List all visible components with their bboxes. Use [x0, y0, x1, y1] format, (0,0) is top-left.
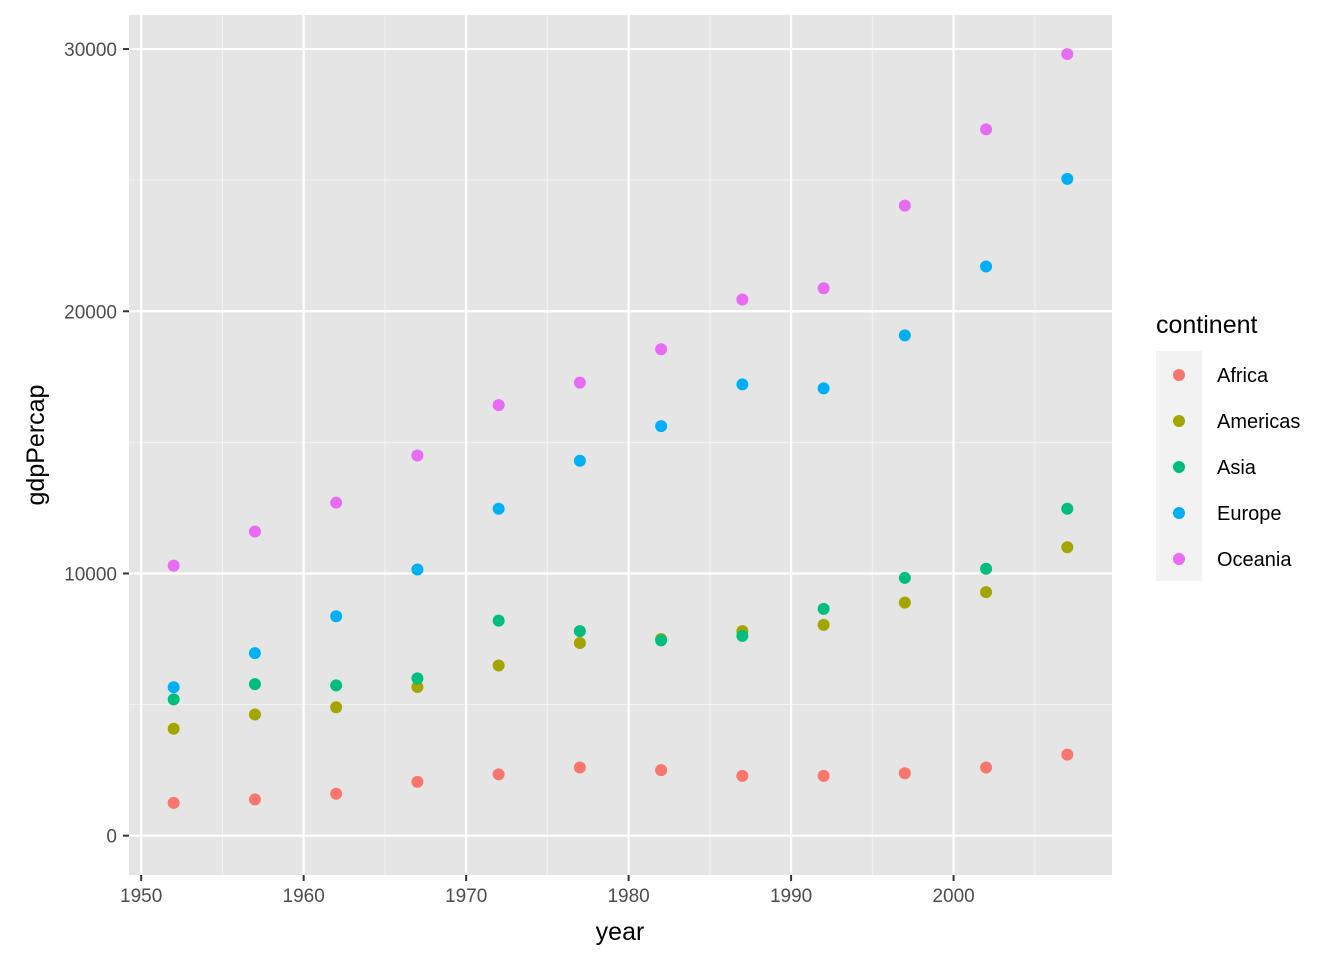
point-africa [492, 768, 505, 781]
x-axis: 1950 1960 1970 1980 1990 2000 [120, 875, 975, 907]
point-americas [573, 636, 586, 649]
legend-key-europe [1173, 507, 1185, 519]
legend-label-africa: Africa [1217, 365, 1269, 387]
point-africa [411, 775, 424, 788]
point-oceania [330, 496, 343, 509]
point-africa [573, 761, 586, 774]
point-asia [492, 614, 505, 627]
legend: continent Africa Americas Asia Europe Oceani… [1156, 311, 1300, 581]
point-europe [573, 454, 586, 467]
point-asia [330, 679, 343, 692]
point-asia [980, 562, 993, 575]
point-africa [1061, 748, 1074, 761]
y-tick-label: 0 [106, 827, 117, 848]
point-oceania [411, 449, 424, 462]
legend-key-americas [1173, 415, 1185, 427]
point-africa [248, 793, 261, 806]
point-oceania [1061, 48, 1074, 61]
point-europe [655, 420, 668, 433]
point-asia [411, 672, 424, 685]
point-americas [980, 586, 993, 599]
point-europe [980, 260, 993, 273]
legend-items: Africa Americas Asia Europe Oceania [1173, 365, 1300, 571]
legend-label-oceania: Oceania [1217, 549, 1292, 571]
point-americas [411, 681, 424, 694]
point-oceania [736, 293, 749, 306]
point-asia [248, 678, 261, 691]
point-americas [167, 722, 180, 735]
point-europe [898, 329, 911, 342]
point-americas [817, 618, 830, 631]
point-oceania [980, 123, 993, 136]
y-tick-label: 20000 [64, 302, 117, 323]
point-europe [736, 378, 749, 391]
point-europe [330, 610, 343, 623]
legend-label-europe: Europe [1217, 503, 1282, 525]
minor-gridlines [129, 15, 1112, 875]
point-europe [248, 647, 261, 660]
point-africa [655, 764, 668, 777]
point-oceania [167, 559, 180, 572]
point-oceania [492, 399, 505, 412]
panel-background [129, 15, 1112, 875]
y-axis-title: gdpPercap [22, 385, 50, 506]
point-europe [817, 382, 830, 395]
point-americas [330, 701, 343, 714]
point-americas [492, 659, 505, 672]
point-europe [167, 681, 180, 694]
x-tick-label: 1990 [770, 886, 812, 907]
data-points [167, 48, 1074, 809]
point-oceania [898, 199, 911, 212]
point-asia [573, 625, 586, 638]
y-axis: 0 10000 20000 30000 [64, 40, 129, 848]
x-tick-label: 1950 [120, 886, 162, 907]
x-tick-label: 1960 [283, 886, 325, 907]
legend-key-oceania [1173, 553, 1185, 565]
x-tick-label: 1970 [445, 886, 487, 907]
point-europe [492, 502, 505, 515]
point-africa [167, 796, 180, 809]
point-asia [167, 693, 180, 706]
point-oceania [817, 282, 830, 295]
point-africa [330, 787, 343, 800]
legend-label-asia: Asia [1217, 457, 1257, 479]
point-africa [980, 761, 993, 774]
point-oceania [573, 376, 586, 389]
point-asia [898, 571, 911, 584]
y-tick-label: 30000 [64, 40, 117, 61]
legend-label-americas: Americas [1217, 411, 1300, 433]
x-tick-label: 1980 [607, 886, 649, 907]
point-asia [655, 634, 668, 647]
point-europe [1061, 172, 1074, 185]
point-americas [248, 708, 261, 721]
y-tick-label: 10000 [64, 564, 117, 585]
point-asia [1061, 502, 1074, 515]
point-europe [411, 563, 424, 576]
point-africa [736, 769, 749, 782]
point-asia [817, 602, 830, 615]
point-oceania [248, 525, 261, 538]
point-asia [736, 629, 749, 642]
major-gridlines [129, 15, 1112, 875]
point-americas [1061, 541, 1074, 554]
point-africa [898, 767, 911, 780]
point-oceania [655, 343, 668, 356]
point-americas [898, 596, 911, 609]
point-africa [817, 769, 830, 782]
x-tick-label: 2000 [932, 886, 974, 907]
legend-title: continent [1156, 311, 1258, 339]
legend-key-africa [1173, 369, 1185, 381]
x-axis-title: year [596, 918, 645, 946]
legend-key-asia [1173, 461, 1185, 473]
